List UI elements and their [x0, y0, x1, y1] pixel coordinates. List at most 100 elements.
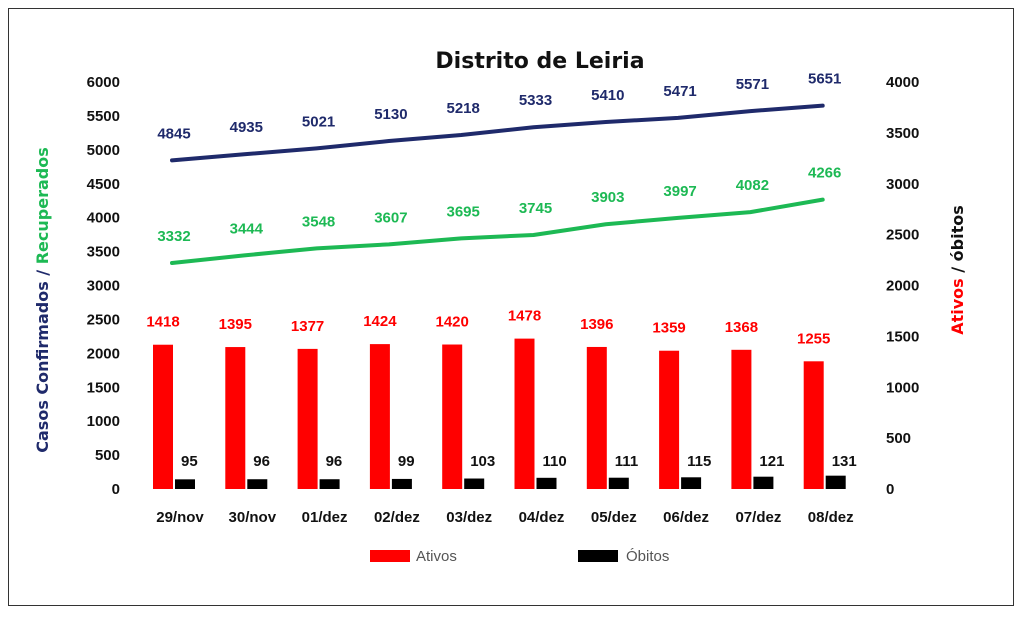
category-label: 06/dez	[663, 509, 709, 526]
label-recuperados: 3997	[663, 183, 696, 200]
legend: Ativos Óbitos	[370, 548, 669, 565]
label-casos-confirmados: 5218	[447, 100, 480, 117]
label-casos-confirmados: 5651	[808, 71, 841, 88]
label-ativos: 1424	[363, 313, 397, 330]
bar-ativos	[731, 349, 752, 489]
label-ativos: 1420	[436, 314, 469, 331]
label-obitos: 111	[615, 453, 638, 470]
right-axis-title-separator: /	[948, 261, 967, 278]
label-obitos: 103	[470, 453, 495, 470]
chart-title: Distrito de Leiria	[435, 49, 644, 74]
right-tick-3000: 3000	[886, 176, 919, 193]
label-recuperados: 3548	[302, 213, 335, 230]
label-obitos: 96	[253, 453, 270, 470]
bar-ativos	[803, 361, 824, 489]
bar-ativos	[225, 347, 246, 489]
label-ativos: 1478	[508, 308, 541, 325]
label-recuperados: 3607	[374, 209, 407, 226]
category-label: 30/nov	[229, 509, 277, 526]
bar-ativos	[514, 338, 535, 489]
bar-obitos	[464, 478, 485, 489]
bar-obitos	[753, 476, 774, 489]
bar-obitos	[175, 479, 195, 489]
right-tick-4000: 4000	[886, 74, 919, 91]
right-axis-title-active: Ativos	[948, 278, 967, 334]
left-axis-title-recovered: Recuperados	[33, 147, 52, 264]
label-casos-confirmados: 5021	[302, 113, 335, 130]
bar-obitos	[608, 477, 629, 489]
left-tick-1000: 1000	[87, 413, 120, 430]
label-ativos: 1377	[291, 318, 324, 335]
label-obitos: 96	[326, 453, 343, 470]
left-axis-title-confirmed: Casos Confirmados	[33, 281, 52, 452]
line-series	[170, 103, 825, 265]
left-tick-2000: 2000	[87, 345, 120, 362]
label-casos-confirmados: 4935	[230, 119, 263, 136]
left-axis-title: Casos Confirmados / Recuperados	[33, 147, 52, 452]
label-recuperados: 3444	[230, 220, 264, 237]
label-obitos: 95	[181, 453, 198, 470]
label-recuperados: 3745	[519, 200, 552, 217]
bar-ativos	[586, 346, 607, 489]
label-recuperados: 4266	[808, 165, 841, 182]
legend-label-ativos: Ativos	[416, 548, 457, 565]
label-obitos: 110	[543, 453, 567, 470]
line-casos-confirmados	[170, 103, 825, 163]
x-axis-categories: 29/nov 30/nov 01/dez 02/dez 03/dez 04/dez 05/d…	[156, 509, 853, 526]
label-casos-confirmados: 5130	[374, 106, 407, 123]
legend-swatch-ativos	[370, 550, 410, 562]
label-obitos: 99	[398, 453, 415, 470]
label-casos-confirmados: 5333	[519, 92, 552, 109]
left-tick-5500: 5500	[87, 108, 120, 125]
label-ativos: 1418	[146, 314, 179, 331]
category-label: 01/dez	[302, 509, 348, 526]
category-label: 08/dez	[808, 509, 854, 526]
legend-label-obitos: Óbitos	[626, 548, 669, 565]
right-tick-500: 500	[886, 430, 911, 447]
bar-ativos	[369, 344, 390, 489]
line-recuperados	[170, 197, 825, 265]
bar-ativos	[153, 344, 173, 489]
right-axis-ticks: 0 500 1000 1500 2000 2500 3000 3500 4000	[886, 74, 919, 498]
right-axis-title: Ativos / óbitos	[948, 205, 967, 335]
category-label: 02/dez	[374, 509, 420, 526]
left-axis-title-separator: /	[33, 264, 52, 281]
right-tick-2000: 2000	[886, 278, 919, 295]
left-tick-500: 500	[95, 447, 120, 464]
right-tick-3500: 3500	[886, 125, 919, 142]
label-recuperados: 3695	[447, 203, 480, 220]
label-casos-confirmados: 5571	[736, 76, 769, 93]
bar-ativos	[297, 348, 318, 489]
right-tick-1500: 1500	[886, 328, 919, 345]
label-ativos: 1396	[580, 316, 613, 333]
label-recuperados: 4082	[736, 177, 769, 194]
label-casos-confirmados: 4845	[157, 125, 190, 142]
left-tick-0: 0	[112, 481, 120, 498]
label-recuperados: 3332	[157, 228, 190, 245]
label-ativos: 1359	[652, 320, 685, 337]
label-ativos: 1255	[797, 330, 830, 347]
category-label: 03/dez	[446, 509, 492, 526]
label-casos-confirmados: 5471	[663, 83, 696, 100]
bar-obitos	[536, 477, 557, 489]
category-label: 29/nov	[156, 509, 204, 526]
bar-obitos	[247, 479, 268, 489]
left-tick-3000: 3000	[87, 278, 120, 295]
category-label: 05/dez	[591, 509, 637, 526]
left-tick-4500: 4500	[87, 176, 120, 193]
right-tick-1000: 1000	[886, 379, 919, 396]
left-tick-5000: 5000	[87, 142, 120, 159]
left-tick-3500: 3500	[87, 244, 120, 261]
left-tick-2500: 2500	[87, 311, 120, 328]
bar-series	[153, 338, 846, 489]
data-labels: 1418 1395 1377 1424 1420 1478 1396 1359 1368 1255…	[146, 71, 856, 470]
label-recuperados: 3903	[591, 189, 624, 206]
bar-ativos	[659, 350, 680, 489]
right-axis-title-deaths: óbitos	[948, 205, 967, 261]
legend-swatch-obitos	[578, 550, 618, 562]
label-ativos: 1368	[725, 319, 758, 336]
label-ativos: 1395	[219, 316, 252, 333]
bar-obitos	[681, 477, 702, 489]
left-tick-1500: 1500	[87, 379, 120, 396]
